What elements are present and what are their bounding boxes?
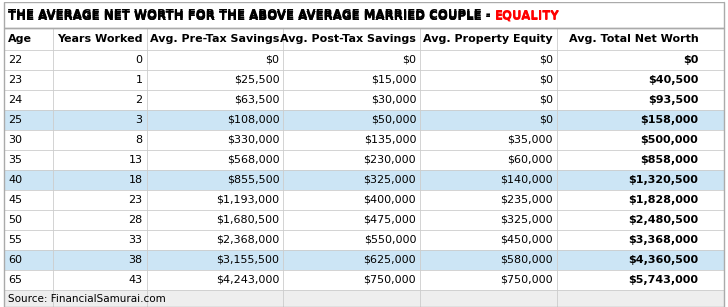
- Text: $2,368,000: $2,368,000: [216, 235, 280, 245]
- Text: 43: 43: [128, 275, 143, 285]
- Text: $625,000: $625,000: [363, 255, 416, 265]
- Text: $3,155,500: $3,155,500: [216, 255, 280, 265]
- Text: 22: 22: [8, 55, 23, 65]
- Bar: [4, 50, 724, 70]
- Text: $400,000: $400,000: [363, 195, 416, 205]
- Text: $5,743,000: $5,743,000: [628, 275, 698, 285]
- Text: 38: 38: [128, 255, 143, 265]
- Text: Age: Age: [8, 34, 32, 44]
- Text: 55: 55: [8, 235, 22, 245]
- Text: Avg. Total Net Worth: Avg. Total Net Worth: [569, 34, 698, 44]
- Text: $25,500: $25,500: [234, 75, 280, 85]
- Text: $550,000: $550,000: [364, 235, 416, 245]
- Bar: [4, 28, 724, 50]
- Text: 25: 25: [8, 115, 22, 125]
- Text: $3,368,000: $3,368,000: [628, 235, 698, 245]
- Bar: [4, 150, 724, 170]
- Text: $475,000: $475,000: [363, 215, 416, 225]
- Text: 30: 30: [8, 135, 22, 145]
- Text: 18: 18: [128, 175, 143, 185]
- Text: Source: FinancialSamurai.com: Source: FinancialSamurai.com: [8, 293, 166, 304]
- Text: $580,000: $580,000: [500, 255, 553, 265]
- Text: $1,193,000: $1,193,000: [216, 195, 280, 205]
- Text: 1: 1: [135, 75, 143, 85]
- Text: $855,500: $855,500: [226, 175, 280, 185]
- Bar: [4, 130, 724, 150]
- Text: 0: 0: [135, 55, 143, 65]
- Text: $30,000: $30,000: [371, 95, 416, 105]
- Text: $0: $0: [539, 115, 553, 125]
- Bar: [4, 90, 724, 110]
- Bar: [4, 290, 724, 307]
- Text: 28: 28: [128, 215, 143, 225]
- Text: $15,000: $15,000: [371, 75, 416, 85]
- Bar: [4, 170, 724, 190]
- Text: $0: $0: [539, 55, 553, 65]
- Text: $235,000: $235,000: [500, 195, 553, 205]
- Bar: [4, 190, 724, 210]
- Text: $1,320,500: $1,320,500: [628, 175, 698, 185]
- Text: $0: $0: [266, 55, 280, 65]
- Bar: [4, 110, 724, 130]
- Text: $500,000: $500,000: [641, 135, 698, 145]
- Text: $2,480,500: $2,480,500: [628, 215, 698, 225]
- Text: Avg. Post-Tax Savings: Avg. Post-Tax Savings: [280, 34, 416, 44]
- Text: THE AVERAGE NET WORTH FOR THE ABOVE AVERAGE MARRIED COUPLE -: THE AVERAGE NET WORTH FOR THE ABOVE AVER…: [8, 9, 495, 21]
- Text: $330,000: $330,000: [227, 135, 280, 145]
- Text: EQUALITY: EQUALITY: [495, 9, 560, 21]
- Text: EQUALITY: EQUALITY: [495, 10, 560, 22]
- Text: $858,000: $858,000: [641, 155, 698, 165]
- Text: $108,000: $108,000: [226, 115, 280, 125]
- Text: $4,243,000: $4,243,000: [216, 275, 280, 285]
- Text: $0: $0: [683, 55, 698, 65]
- Text: $0: $0: [539, 95, 553, 105]
- Text: $568,000: $568,000: [226, 155, 280, 165]
- Text: $450,000: $450,000: [500, 235, 553, 245]
- Bar: [4, 230, 724, 250]
- Text: $1,680,500: $1,680,500: [216, 215, 280, 225]
- Text: $0: $0: [539, 75, 553, 85]
- Text: $158,000: $158,000: [641, 115, 698, 125]
- Text: $750,000: $750,000: [363, 275, 416, 285]
- Text: $0: $0: [402, 55, 416, 65]
- Text: 23: 23: [8, 75, 22, 85]
- Text: $63,500: $63,500: [234, 95, 280, 105]
- Text: $35,000: $35,000: [507, 135, 553, 145]
- Text: 2: 2: [135, 95, 143, 105]
- Text: 13: 13: [129, 155, 143, 165]
- Text: $135,000: $135,000: [364, 135, 416, 145]
- Bar: [4, 2, 724, 28]
- Text: 35: 35: [8, 155, 22, 165]
- Text: 8: 8: [135, 135, 143, 145]
- Text: $140,000: $140,000: [500, 175, 553, 185]
- Text: 33: 33: [129, 235, 143, 245]
- Text: 45: 45: [8, 195, 22, 205]
- Bar: [4, 270, 724, 290]
- Text: Avg. Pre-Tax Savings: Avg. Pre-Tax Savings: [150, 34, 280, 44]
- Text: $750,000: $750,000: [500, 275, 553, 285]
- Text: $60,000: $60,000: [507, 155, 553, 165]
- Text: $50,000: $50,000: [371, 115, 416, 125]
- Text: $230,000: $230,000: [363, 155, 416, 165]
- Bar: [4, 210, 724, 230]
- Text: 3: 3: [135, 115, 143, 125]
- Text: $4,360,500: $4,360,500: [628, 255, 698, 265]
- Text: $93,500: $93,500: [648, 95, 698, 105]
- Text: $325,000: $325,000: [500, 215, 553, 225]
- Text: THE AVERAGE NET WORTH FOR THE ABOVE AVERAGE MARRIED COUPLE -: THE AVERAGE NET WORTH FOR THE ABOVE AVER…: [8, 10, 495, 22]
- Text: THE AVERAGE NET WORTH FOR THE ABOVE AVERAGE MARRIED COUPLE -: THE AVERAGE NET WORTH FOR THE ABOVE AVER…: [8, 10, 495, 22]
- Text: 65: 65: [8, 275, 22, 285]
- Text: $1,828,000: $1,828,000: [628, 195, 698, 205]
- Text: 40: 40: [8, 175, 22, 185]
- Text: $325,000: $325,000: [363, 175, 416, 185]
- Text: $40,500: $40,500: [648, 75, 698, 85]
- Bar: [4, 250, 724, 270]
- Text: 50: 50: [8, 215, 22, 225]
- Text: 24: 24: [8, 95, 23, 105]
- Bar: [4, 70, 724, 90]
- Text: 60: 60: [8, 255, 22, 265]
- Text: Years Worked: Years Worked: [57, 34, 143, 44]
- Text: Avg. Property Equity: Avg. Property Equity: [424, 34, 553, 44]
- Text: 23: 23: [128, 195, 143, 205]
